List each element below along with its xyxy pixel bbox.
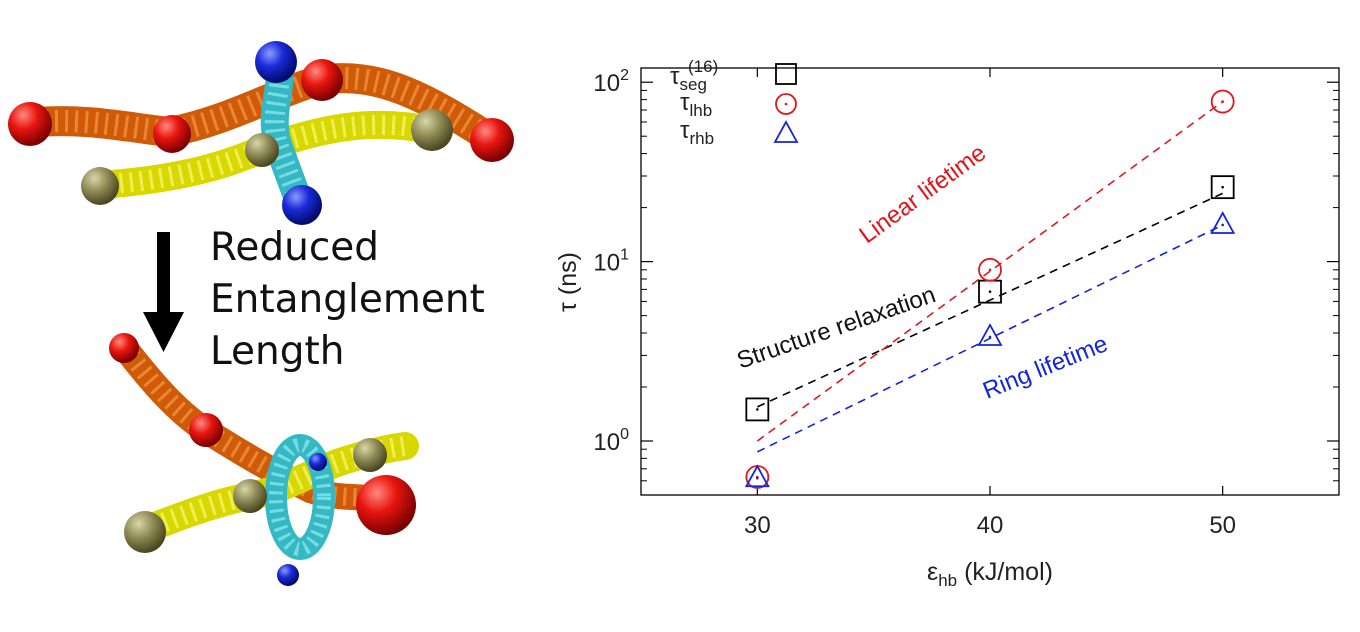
red-bead bbox=[301, 59, 343, 101]
red-bead bbox=[153, 115, 191, 153]
fit-lines bbox=[756, 100, 1224, 453]
data-point-rhb-dot bbox=[1221, 223, 1224, 227]
data-markers bbox=[744, 89, 1236, 489]
legend-item-seg: τseg (16) bbox=[670, 57, 797, 94]
legend-rhb-marker bbox=[773, 120, 799, 143]
data-point-seg-dot bbox=[988, 290, 992, 293]
data-point-rhb-dot bbox=[988, 335, 992, 339]
polymer-illustration bbox=[8, 41, 514, 586]
down-arrow bbox=[143, 232, 184, 352]
x-tick-label: 30 bbox=[744, 512, 771, 539]
caption-line-reduced: Reduced bbox=[210, 225, 380, 270]
y-axis-label: τ (ns) bbox=[554, 252, 582, 312]
legend-lhb-subscript: lhb bbox=[689, 101, 712, 120]
svg-text:τseg: τseg bbox=[670, 63, 707, 94]
olive-end-bead bbox=[124, 511, 166, 553]
legend-seg-subscript: seg bbox=[679, 75, 706, 94]
svg-text:τrhb: τrhb bbox=[680, 117, 714, 148]
x-axis-ticks: 30 40 50 bbox=[744, 68, 1236, 539]
legend-seg-superscript: (16) bbox=[688, 57, 718, 76]
legend-rhb-subscript: rhb bbox=[689, 129, 714, 148]
data-point-lhb bbox=[978, 257, 1002, 282]
red-end-bead bbox=[470, 118, 514, 162]
data-point-lhb bbox=[1210, 89, 1235, 114]
y-tick-label: 101 bbox=[593, 247, 629, 277]
y-axis-ticks: 100 101 102 bbox=[593, 67, 1339, 496]
data-point-rhb bbox=[744, 464, 770, 488]
red-bead bbox=[189, 413, 223, 447]
top-chain-group bbox=[8, 41, 514, 225]
orange-chain-top-beads bbox=[34, 67, 496, 148]
blue-bead bbox=[277, 564, 299, 586]
annotation-0: Linear lifetime bbox=[854, 139, 991, 249]
x-axis-label-unit: (kJ/mol) bbox=[957, 558, 1053, 586]
caption-line-length: Length bbox=[210, 329, 345, 374]
red-end-bead bbox=[356, 475, 416, 535]
caption-line-entanglement: Entanglement bbox=[210, 277, 485, 322]
legend: τseg (16) τlhb τrhb bbox=[670, 57, 799, 148]
data-point-seg-dot bbox=[756, 408, 759, 411]
blue-end-bead bbox=[282, 185, 322, 225]
data-point-lhb-dot bbox=[988, 268, 992, 272]
data-point-seg-dot bbox=[1221, 185, 1224, 189]
x-axis-label-subscript: hb bbox=[938, 571, 957, 590]
olive-end-bead bbox=[81, 167, 119, 205]
red-end-bead bbox=[8, 102, 52, 146]
legend-lhb-symbol: τ bbox=[680, 89, 690, 116]
data-point-seg bbox=[745, 397, 770, 422]
legend-seg-marker bbox=[775, 63, 797, 85]
svg-text:τlhb: τlhb bbox=[680, 89, 712, 120]
data-point-lhb-dot bbox=[1221, 100, 1224, 103]
x-tick-label: 40 bbox=[977, 512, 1004, 539]
fit-line-lhb bbox=[756, 100, 1224, 442]
fit-line-seg bbox=[756, 192, 1224, 408]
legend-rhb-symbol: τ bbox=[680, 117, 690, 144]
bottom-chain-group bbox=[109, 333, 419, 586]
data-point-rhb bbox=[1210, 211, 1236, 234]
olive-bead bbox=[353, 438, 387, 472]
cyan-ring-beads bbox=[269, 438, 331, 556]
y-tick-label: 100 bbox=[593, 426, 629, 456]
illustration-caption: Reduced Entanglement Length bbox=[210, 222, 485, 378]
legend-item-lhb: τlhb bbox=[680, 89, 797, 120]
legend-seg-symbol: τ bbox=[670, 63, 680, 90]
y-tick-label: 102 bbox=[593, 67, 629, 97]
data-point-seg bbox=[1210, 175, 1235, 200]
annotation-1: Structure relaxation bbox=[734, 281, 940, 374]
olive-bead bbox=[245, 133, 279, 167]
legend-lhb-marker bbox=[775, 93, 797, 115]
olive-end-bead bbox=[411, 109, 453, 151]
blue-bead bbox=[309, 453, 327, 471]
yellow-chain-top-beads bbox=[99, 114, 432, 195]
legend-lhb-marker-dot bbox=[784, 102, 788, 106]
legend-item-rhb: τrhb bbox=[680, 117, 799, 148]
data-point-rhb bbox=[977, 323, 1003, 346]
x-axis-label: εhb (kJ/mol) bbox=[927, 558, 1053, 590]
orange-chain-bottom bbox=[112, 335, 398, 513]
red-end-bead bbox=[109, 333, 139, 363]
fit-line-rhb bbox=[756, 224, 1224, 453]
olive-bead bbox=[233, 479, 267, 513]
data-point-rhb-dot bbox=[756, 476, 759, 480]
blue-end-bead bbox=[255, 41, 297, 83]
x-tick-label: 50 bbox=[1209, 512, 1236, 539]
x-axis-label-symbol: ε bbox=[927, 558, 938, 586]
